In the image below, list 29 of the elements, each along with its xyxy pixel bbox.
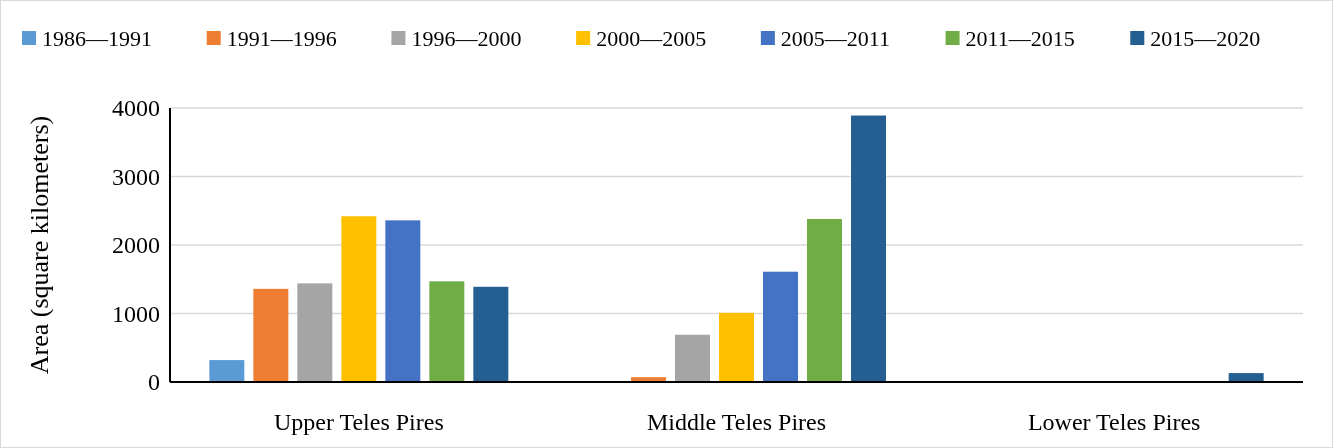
legend-label: 2015—2020 xyxy=(1150,25,1261,51)
bar xyxy=(851,115,886,382)
x-tick-label: Lower Teles Pires xyxy=(1027,409,1201,435)
bar xyxy=(253,288,289,382)
legend-label: 2005—2011 xyxy=(780,25,891,51)
bar xyxy=(385,220,421,382)
y-tick-label: 0 xyxy=(148,369,160,396)
bar xyxy=(341,216,377,382)
legend-label: 1991—1996 xyxy=(226,25,337,51)
x-tick-label: Middle Teles Pires xyxy=(646,409,827,435)
bar xyxy=(1228,373,1264,382)
legend-label: 1996—2000 xyxy=(411,25,522,51)
bar xyxy=(763,271,798,382)
bar xyxy=(429,281,465,382)
legend-label: 1986—1991 xyxy=(42,25,152,51)
bar xyxy=(473,286,509,382)
bar xyxy=(719,312,754,382)
y-tick-label: 4000 xyxy=(112,95,160,122)
bar xyxy=(209,360,245,382)
bar xyxy=(297,283,333,382)
bar xyxy=(807,218,842,382)
y-axis-title: Area (square kilometers) xyxy=(25,115,54,375)
legend-label: 2000—2005 xyxy=(596,25,707,51)
legend-label: 2011—2015 xyxy=(965,25,1075,51)
x-tick-label: Upper Teles Pires xyxy=(273,409,444,435)
y-tick-label: 1000 xyxy=(112,300,160,327)
y-tick-label: 2000 xyxy=(112,232,160,259)
y-tick-label: 3000 xyxy=(112,163,160,190)
bar xyxy=(675,334,710,382)
